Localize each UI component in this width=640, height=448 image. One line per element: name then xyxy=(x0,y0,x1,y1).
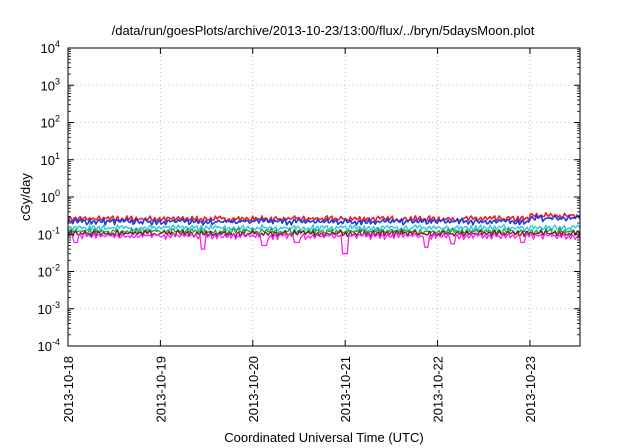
y-tick-label: 10-3 xyxy=(38,300,60,317)
y-tick-label: 104 xyxy=(41,39,60,56)
y-tick-label: 10-4 xyxy=(38,337,60,354)
x-tick-label: 2013-10-23 xyxy=(523,356,538,423)
series-line xyxy=(67,214,581,226)
y-tick-label: 10-1 xyxy=(38,225,60,242)
x-tick-label: 2013-10-22 xyxy=(431,356,446,423)
y-tick-label: 100 xyxy=(41,188,60,205)
y-tick-label: 102 xyxy=(41,114,60,131)
series-line xyxy=(67,212,581,224)
x-tick-label: 2013-10-19 xyxy=(153,356,168,423)
x-tick-label: 2013-10-18 xyxy=(61,356,76,423)
chart-title: /data/run/goesPlots/archive/2013-10-23/1… xyxy=(112,23,535,38)
series-group xyxy=(67,212,581,255)
y-axis-label: cGy/day xyxy=(18,173,33,221)
grid xyxy=(68,48,580,346)
series-line xyxy=(67,232,581,255)
y-tick-labels: 10-4 10-3 10-2 10-1 100 101 102 103 104 xyxy=(38,39,60,354)
y-tick-label: 103 xyxy=(41,76,60,93)
x-tick-label: 2013-10-21 xyxy=(338,356,353,423)
x-tick-labels: 2013-10-18 2013-10-19 2013-10-20 2013-10-21… xyxy=(61,356,538,423)
y-tick-label: 10-2 xyxy=(38,263,60,280)
series-line xyxy=(67,227,581,236)
series-line xyxy=(67,224,581,232)
axis-ticks xyxy=(67,47,580,347)
x-axis-label: Coordinated Universal Time (UTC) xyxy=(224,430,423,445)
y-tick-label: 101 xyxy=(41,151,60,168)
x-tick-label: 2013-10-20 xyxy=(246,356,261,423)
